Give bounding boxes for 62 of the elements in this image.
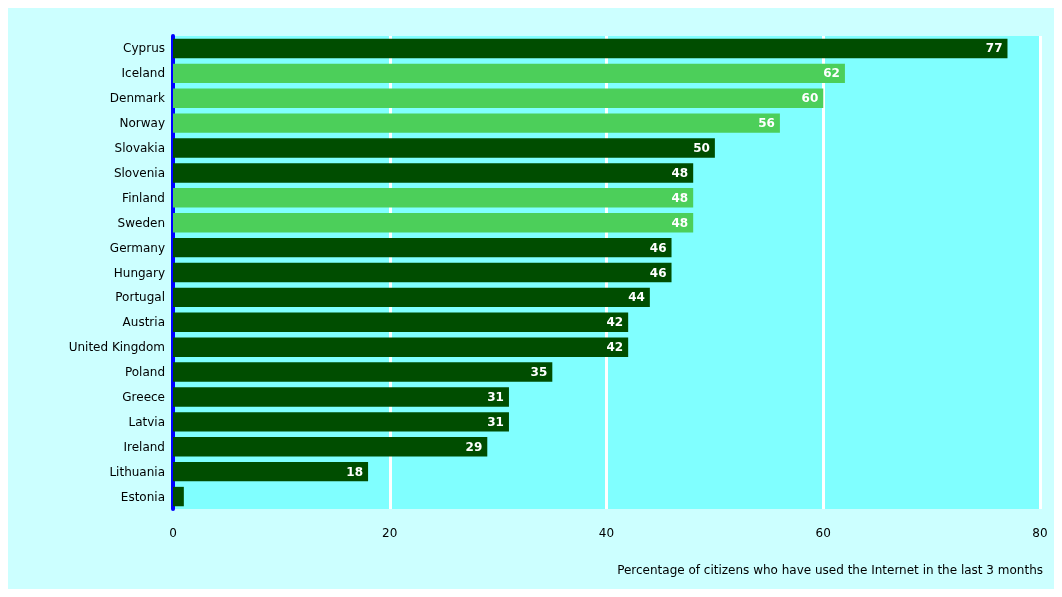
bar <box>173 237 672 258</box>
data-label: 18 <box>346 464 364 479</box>
y-tick-label: Norway <box>119 116 165 131</box>
bar <box>173 188 694 208</box>
y-tick-label: Portugal <box>115 290 165 305</box>
x-tick-label: 60 <box>815 526 831 540</box>
data-label: 56 <box>758 116 775 131</box>
data-label: 50 <box>693 141 710 156</box>
bar <box>173 461 369 482</box>
bar <box>173 437 488 457</box>
y-tick-label: Ireland <box>123 439 165 454</box>
x-tick-label: 40 <box>598 526 615 540</box>
y-tick-label: Sweden <box>117 215 165 230</box>
data-label: 35 <box>530 365 548 380</box>
y-tick-label: Hungary <box>113 265 165 280</box>
y-tick-label: United Kingdom <box>68 340 165 355</box>
y-tick-label: Greece <box>122 389 165 404</box>
bar <box>173 63 845 84</box>
x-axis-title: Percentage of citizens who have used the Internet in the last 3 months <box>617 563 1043 577</box>
data-label: 44 <box>628 290 645 305</box>
bar <box>173 163 694 183</box>
bar <box>173 38 1008 59</box>
x-tick-label: 0 <box>169 526 177 540</box>
bar <box>173 312 629 332</box>
data-label: 48 <box>671 165 689 180</box>
bar <box>173 287 650 308</box>
bar <box>173 88 824 108</box>
data-label: 60 <box>801 91 819 106</box>
y-tick-label: Cyprus <box>123 41 165 56</box>
data-label: 46 <box>649 240 667 255</box>
data-label: 62 <box>823 66 840 81</box>
y-tick-label: Germany <box>109 240 165 255</box>
data-label: 29 <box>465 439 483 454</box>
data-label: 42 <box>606 315 624 330</box>
bar <box>173 387 509 407</box>
y-tick-label: Lithuania <box>109 464 165 479</box>
y-tick-label: Slovenia <box>113 165 165 180</box>
y-tick-label: Denmark <box>109 91 166 106</box>
y-tick-label: Slovakia <box>114 141 165 156</box>
bar <box>173 412 509 432</box>
bar <box>173 113 780 133</box>
data-label: 31 <box>487 414 504 429</box>
data-label: 42 <box>606 340 624 355</box>
data-label: 48 <box>671 215 689 230</box>
x-tick-label: 80 <box>1032 526 1048 540</box>
data-label: 48 <box>671 190 689 205</box>
data-label: 46 <box>649 265 667 280</box>
bar <box>173 337 629 357</box>
data-label: 77 <box>985 41 1003 56</box>
y-tick-label: Iceland <box>121 66 165 81</box>
bar <box>173 213 694 233</box>
y-tick-label: Latvia <box>128 414 165 429</box>
bar <box>173 138 715 158</box>
x-tick-label: 20 <box>382 526 398 540</box>
y-tick-label: Estonia <box>120 489 165 504</box>
data-label: 31 <box>487 389 504 404</box>
bar <box>173 486 184 507</box>
bar <box>173 362 553 382</box>
bar <box>173 262 672 283</box>
y-tick-label: Poland <box>124 365 165 380</box>
y-tick-label: Austria <box>122 315 165 330</box>
y-tick-label: Finland <box>122 190 165 205</box>
